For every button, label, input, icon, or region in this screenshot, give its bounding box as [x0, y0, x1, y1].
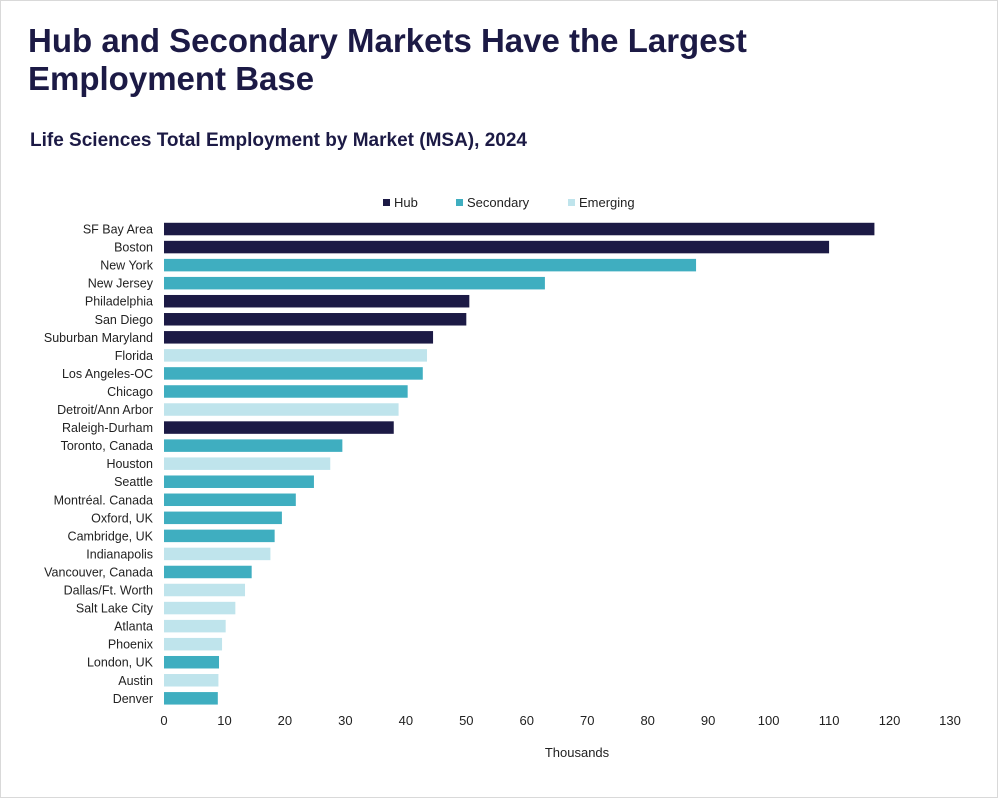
- category-label-los-angeles-oc: Los Angeles-OC: [62, 367, 153, 381]
- category-label-salt-lake-city: Salt Lake City: [76, 602, 154, 616]
- bar-new-jersey: [164, 276, 545, 290]
- bar-los-angeles-oc: [164, 367, 423, 380]
- category-label-indianapolis: Indianapolis: [86, 547, 153, 561]
- x-tick-60: 60: [520, 713, 534, 728]
- category-label-suburban-maryland: Suburban Maryland: [44, 331, 153, 345]
- chart-title: Life Sciences Total Employment by Market…: [30, 130, 527, 151]
- x-tick-10: 10: [217, 713, 231, 728]
- bar-atlanta: [164, 619, 226, 633]
- bar-dallas-ft-worth: [164, 583, 246, 597]
- x-tick-30: 30: [338, 713, 352, 728]
- bar-montr-al-canada: [164, 493, 296, 507]
- category-label-houston: Houston: [106, 457, 153, 471]
- category-label-austin: Austin: [118, 674, 153, 688]
- category-label-atlanta: Atlanta: [114, 620, 153, 634]
- x-axis-label: Thousands: [545, 745, 610, 760]
- bar-austin: [164, 674, 219, 687]
- category-label-san-diego: San Diego: [95, 313, 153, 327]
- x-tick-130: 130: [939, 713, 961, 728]
- x-tick-110: 110: [819, 713, 840, 728]
- x-tick-90: 90: [701, 713, 715, 728]
- category-label-detroit-ann-arbor: Detroit/Ann Arbor: [57, 403, 153, 417]
- category-label-sf-bay-area: SF Bay Area: [83, 223, 153, 237]
- category-label-new-york: New York: [100, 259, 154, 273]
- category-label-oxford-uk: Oxford, UK: [91, 511, 153, 525]
- bar-toronto-canada: [164, 439, 343, 452]
- category-label-cambridge-uk: Cambridge, UK: [68, 529, 154, 543]
- bar-raleigh-durham: [164, 421, 394, 434]
- bar-oxford-uk: [164, 511, 282, 525]
- bar-chicago: [164, 385, 408, 398]
- category-label-new-jersey: New Jersey: [88, 277, 154, 291]
- legend-label-emerging: Emerging: [579, 195, 635, 210]
- category-label-philadelphia: Philadelphia: [85, 295, 153, 309]
- bar-cambridge-uk: [164, 529, 275, 543]
- bar-phoenix: [164, 637, 223, 651]
- x-tick-0: 0: [160, 713, 167, 728]
- bar-suburban-maryland: [164, 331, 434, 344]
- category-label-vancouver-canada: Vancouver, Canada: [44, 565, 153, 579]
- legend-swatch-secondary: [456, 199, 463, 206]
- legend-swatch-hub: [383, 199, 390, 206]
- bar-vancouver-canada: [164, 565, 252, 579]
- chart-bars: [164, 222, 875, 705]
- bar-boston: [164, 240, 830, 254]
- bar-detroit-ann-arbor: [164, 403, 399, 416]
- category-label-raleigh-durham: Raleigh-Durham: [62, 421, 153, 435]
- category-label-seattle: Seattle: [114, 475, 153, 489]
- x-tick-100: 100: [758, 713, 780, 728]
- bar-seattle: [164, 475, 314, 488]
- category-label-boston: Boston: [114, 241, 153, 255]
- bar-indianapolis: [164, 547, 271, 561]
- bar-denver: [164, 692, 218, 705]
- bar-salt-lake-city: [164, 601, 236, 615]
- category-label-dallas-ft-worth: Dallas/Ft. Worth: [64, 584, 153, 598]
- headline: Hub and Secondary Markets Have the Large…: [28, 22, 747, 97]
- category-label-phoenix: Phoenix: [108, 638, 154, 652]
- bar-philadelphia: [164, 294, 470, 308]
- legend-label-hub: Hub: [394, 195, 418, 210]
- chart-legend: Hub Secondary Emerging: [383, 195, 635, 210]
- legend-swatch-emerging: [568, 199, 575, 206]
- legend-label-secondary: Secondary: [467, 195, 530, 210]
- x-tick-50: 50: [459, 713, 473, 728]
- category-label-london-uk: London, UK: [87, 656, 154, 670]
- category-label-toronto-canada: Toronto, Canada: [61, 439, 153, 453]
- category-label-florida: Florida: [115, 349, 153, 363]
- category-labels: SF Bay Area Boston New York New Jersey Phila…: [44, 223, 154, 706]
- category-label-denver: Denver: [113, 692, 153, 706]
- x-axis-ticks: 0 10 20 30 40 50 60 70 80 90 100 110 120 130: [160, 713, 960, 728]
- x-tick-20: 20: [278, 713, 292, 728]
- bar-san-diego: [164, 313, 467, 326]
- bar-london-uk: [164, 655, 220, 669]
- bar-houston: [164, 457, 331, 470]
- x-tick-80: 80: [640, 713, 654, 728]
- category-label-montr-al-canada: Montréal. Canada: [54, 493, 153, 507]
- category-label-chicago: Chicago: [107, 385, 153, 399]
- bar-sf-bay-area: [164, 222, 875, 236]
- x-tick-70: 70: [580, 713, 594, 728]
- x-tick-40: 40: [399, 713, 413, 728]
- bar-florida: [164, 349, 428, 362]
- x-tick-120: 120: [879, 713, 901, 728]
- bar-new-york: [164, 258, 697, 272]
